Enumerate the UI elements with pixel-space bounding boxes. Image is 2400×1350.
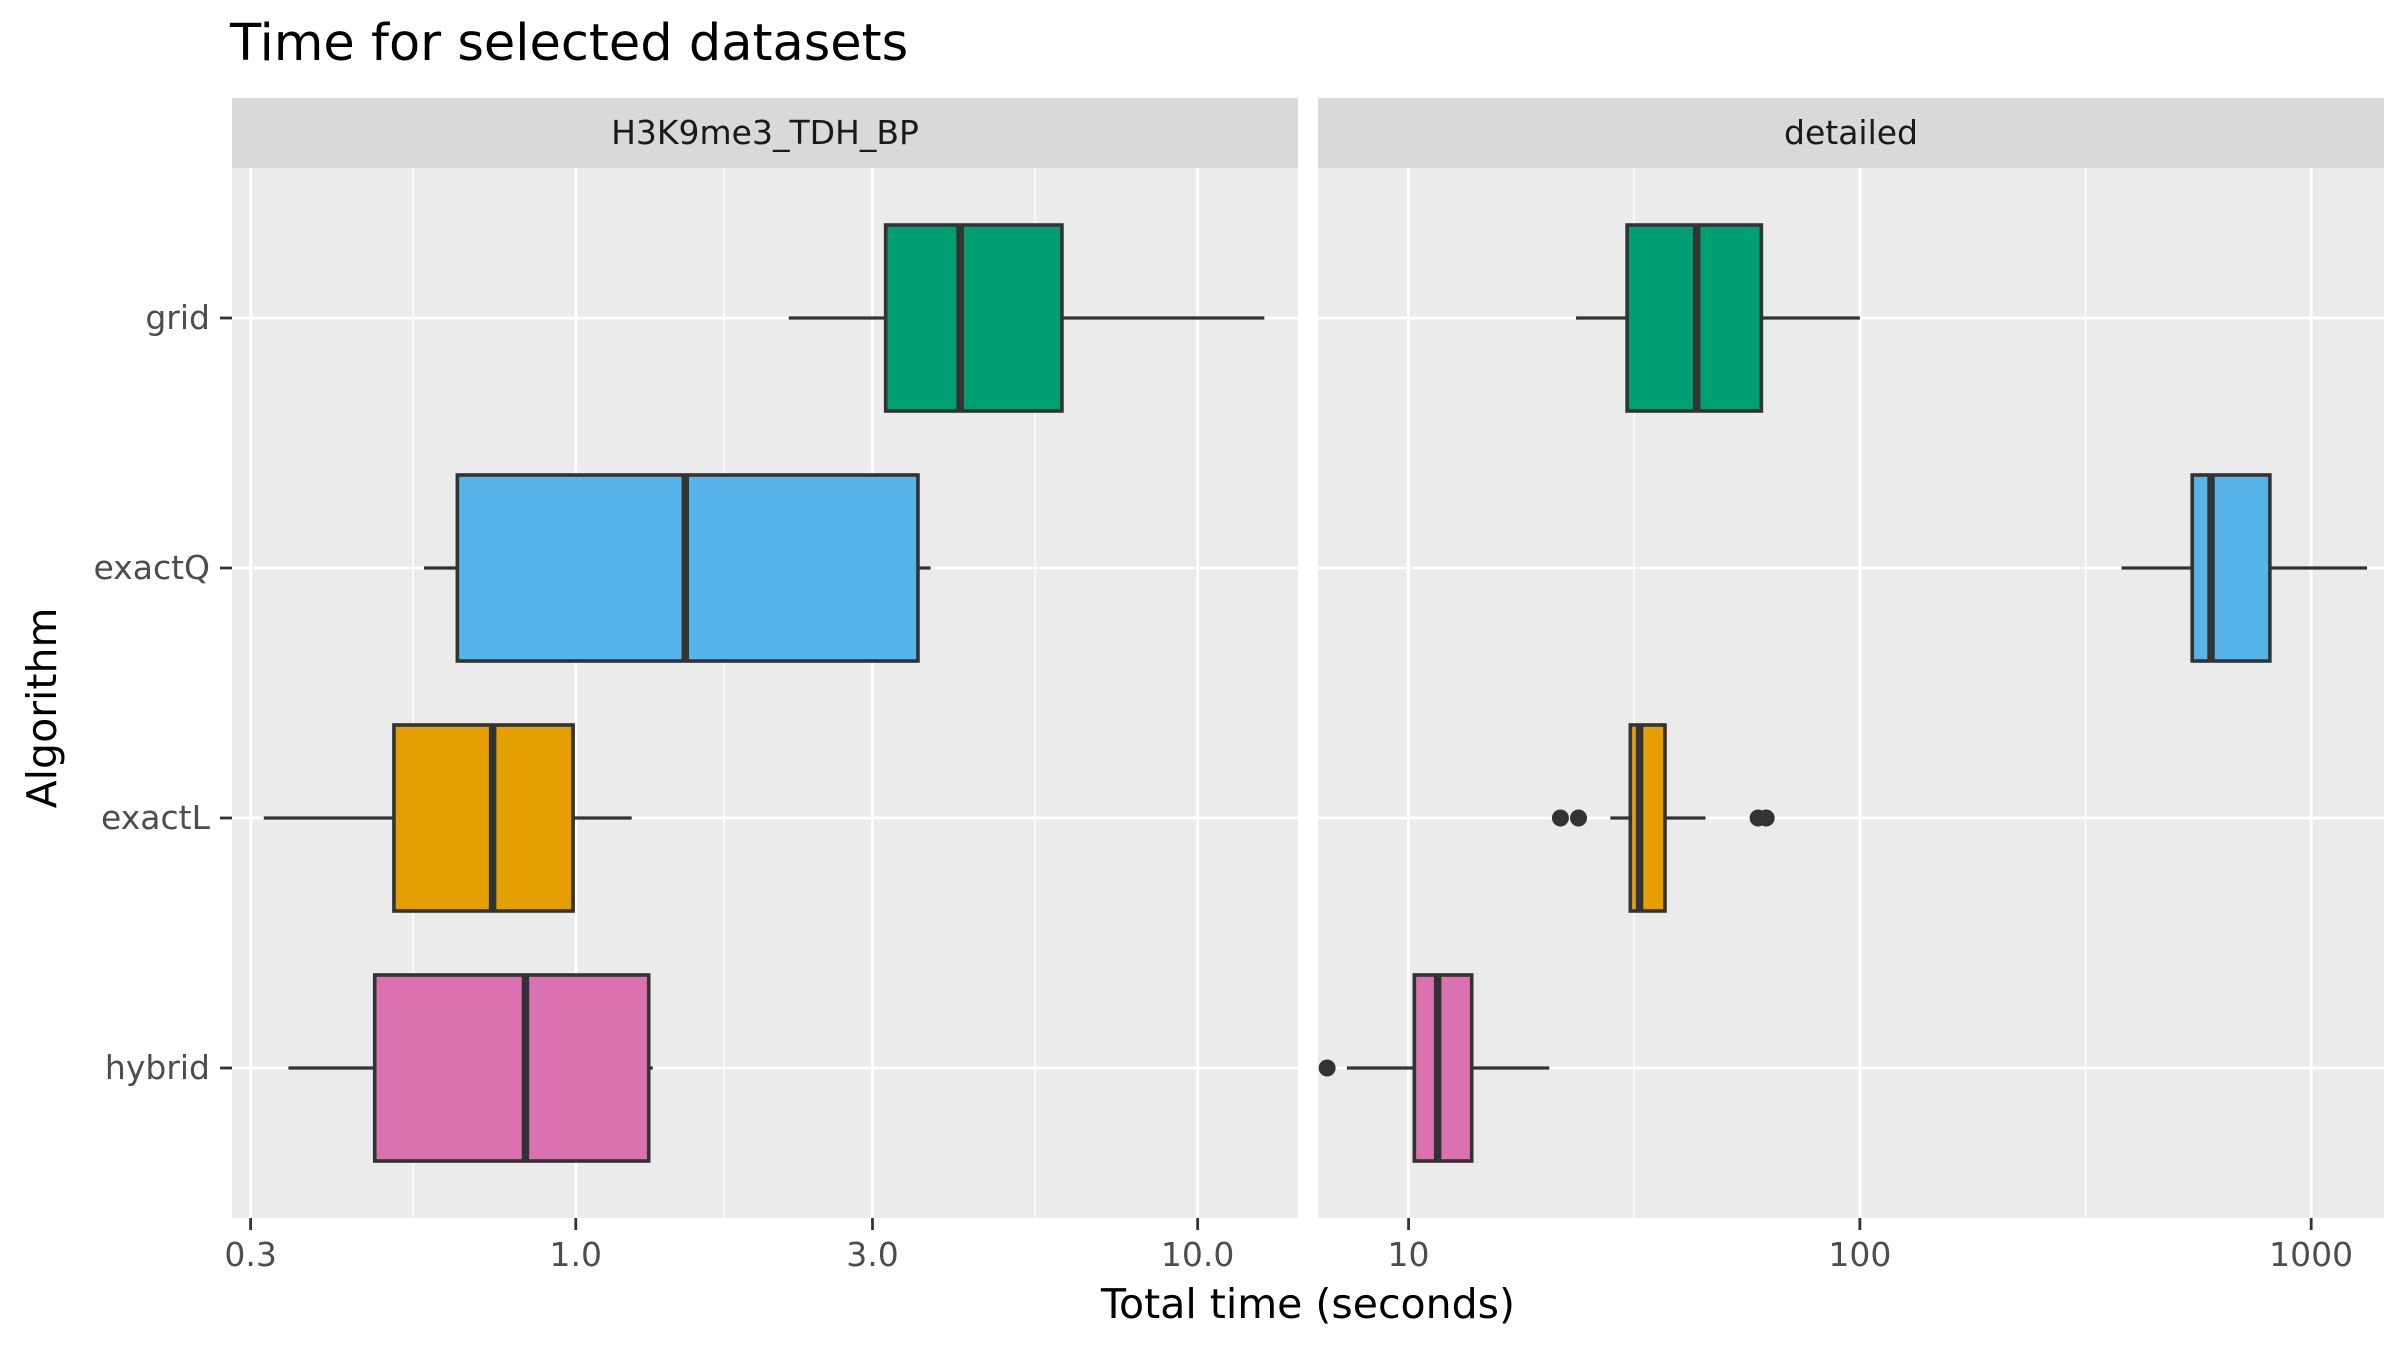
chart-title: Time for selected datasets xyxy=(229,14,908,73)
box-hybrid xyxy=(1318,973,1550,1163)
box-grid xyxy=(788,223,1265,413)
x-tick-label: 10 xyxy=(1388,1235,1430,1274)
outlier-point xyxy=(1757,809,1775,827)
box-body xyxy=(1412,973,1474,1163)
box-body xyxy=(1628,723,1667,913)
box-hybrid xyxy=(288,973,653,1163)
outlier-point xyxy=(1551,809,1569,827)
x-axis-title: Total time (seconds) xyxy=(1100,1280,1515,1328)
facet-strip xyxy=(1318,98,2384,168)
x-tick-label: 1000 xyxy=(2269,1235,2353,1274)
box-body xyxy=(392,723,575,913)
outlier-point xyxy=(1570,809,1588,827)
box-body xyxy=(883,223,1064,413)
box-body xyxy=(372,973,651,1163)
y-axis-title: Algorithm xyxy=(18,608,66,809)
box-exactL xyxy=(1551,723,1775,913)
x-tick-label: 3.0 xyxy=(846,1235,898,1274)
facet-strip xyxy=(232,98,1298,168)
box-exactL xyxy=(263,723,632,913)
y-tick-label-exactQ: exactQ xyxy=(93,548,210,587)
y-tick-label-exactL: exactL xyxy=(101,798,211,837)
panel-2: detailed 10 100 1000 xyxy=(1318,98,2384,1274)
panel-background xyxy=(1318,168,2384,1218)
y-tick-label-hybrid: hybrid xyxy=(105,1048,210,1087)
outlier-point xyxy=(1318,1059,1336,1077)
y-tick-label-grid: grid xyxy=(145,298,210,337)
x-tick-label: 10.0 xyxy=(1161,1235,1234,1274)
box-body xyxy=(2190,473,2272,663)
box-exactQ xyxy=(2121,473,2368,663)
facet-strip-label: detailed xyxy=(1784,113,1918,152)
x-tick-label: 100 xyxy=(1828,1235,1891,1274)
box-grid xyxy=(1576,223,1860,413)
box-exactQ xyxy=(423,473,931,663)
facet-strip-label: H3K9me3_TDH_BP xyxy=(611,113,919,152)
panel-1: H3K9me3_TDH_BP 0.3 1.0 3.0 10.0 xyxy=(224,98,1298,1274)
x-tick-label: 1.0 xyxy=(550,1235,602,1274)
plot-area: grid exactQ exactL hybrid H3K9me3_TDH_BP 0.3 1… xyxy=(93,98,2384,1274)
x-tick-label: 0.3 xyxy=(224,1235,276,1274)
